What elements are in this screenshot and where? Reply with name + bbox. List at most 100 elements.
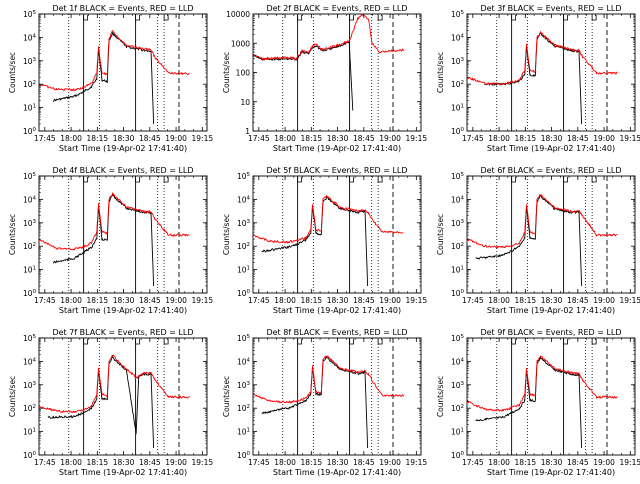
axes-frame — [252, 337, 422, 456]
x-tick-label: 18:00 — [274, 296, 296, 305]
y-tick-label: 101 — [237, 428, 250, 437]
tick-exponent: 3 — [461, 57, 465, 63]
y-tick-label: 1000 — [231, 39, 250, 48]
tick-exponent: 2 — [33, 80, 37, 86]
lld-series-line — [467, 31, 618, 86]
x-tick-label: 18:15 — [515, 458, 537, 467]
axes-frame — [38, 13, 208, 132]
x-tick-label: 17:45 — [462, 134, 484, 143]
y-tick-label: 102 — [451, 80, 464, 89]
panel-title: Det 5f BLACK = Events, RED = LLD — [266, 166, 407, 175]
x-tick-label: 18:45 — [353, 296, 375, 305]
marker-lines — [68, 176, 180, 293]
tick-exponent: 5 — [461, 334, 465, 340]
y-tick-label: 101 — [23, 428, 36, 437]
tick-base: 10 — [237, 404, 247, 413]
x-tick-label: 19:00 — [593, 134, 615, 143]
series-group — [467, 355, 618, 449]
tick-exponent: 0 — [461, 289, 465, 295]
x-tick-label: 18:15 — [301, 458, 323, 467]
marker-flag — [377, 15, 383, 21]
y-tick-label: 102 — [237, 242, 250, 251]
lld-series-line — [467, 355, 618, 412]
marker-lines — [282, 338, 394, 455]
marker-lines — [496, 14, 608, 131]
x-tick-label: 18:45 — [567, 458, 589, 467]
marker-lines — [496, 176, 608, 293]
lld-series-line — [253, 195, 404, 244]
x-tick-label: 18:00 — [60, 458, 82, 467]
tick-base: 10 — [237, 428, 247, 437]
panel-title: Det 4f BLACK = Events, RED = LLD — [52, 166, 193, 175]
x-tick-label: 17:45 — [248, 296, 270, 305]
tick-exponent: 1 — [33, 266, 37, 272]
tick-base: 10 — [237, 242, 247, 251]
tick-base: 10 — [451, 451, 461, 460]
x-tick-label: 18:30 — [113, 458, 135, 467]
series-group — [253, 195, 404, 287]
x-tick-label: 18:45 — [353, 458, 375, 467]
tick-base: 10 — [237, 289, 247, 298]
detector-panel: Det 2f BLACK = Events, RED = LLD 17:45 18:… — [222, 4, 427, 153]
y-tick-label: 104 — [451, 195, 465, 204]
y-axis-label: Counts/sec — [222, 214, 231, 255]
x-axis-label: Start Time (19-Apr-02 17:41:40) — [59, 306, 187, 315]
marker-flag — [591, 15, 597, 21]
x-tick-label: 18:15 — [515, 134, 537, 143]
x-tick-label: 19:00 — [165, 134, 187, 143]
x-tick-label: 17:45 — [462, 296, 484, 305]
tick-base: 10 — [23, 404, 33, 413]
marker-flag — [83, 15, 89, 21]
marker-flag — [377, 339, 383, 345]
tick-base: 10 — [451, 242, 461, 251]
x-tick-label: 18:45 — [567, 134, 589, 143]
x-tick-label: 19:00 — [165, 296, 187, 305]
tick-base: 10 — [237, 451, 247, 460]
detector-panel: Det 6f BLACK = Events, RED = LLD 17:45 18:… — [436, 166, 640, 315]
y-tick-label: 103 — [451, 57, 465, 66]
marker-flag — [563, 339, 568, 345]
y-tick-label: 101 — [451, 428, 464, 437]
tick-exponent: 2 — [461, 404, 465, 410]
tick-exponent: 3 — [33, 381, 37, 387]
marker-flag — [297, 339, 303, 345]
marker-flag — [511, 339, 517, 345]
x-tick-label: 18:00 — [60, 296, 82, 305]
y-tick-label: 103 — [451, 381, 465, 390]
x-tick-label: 18:30 — [541, 458, 563, 467]
tick-base: 10 — [23, 357, 33, 366]
tick-exponent: 4 — [247, 195, 251, 201]
events-series-line — [253, 40, 354, 111]
x-tick-label: 17:45 — [34, 296, 56, 305]
series-group — [39, 192, 190, 287]
y-tick-label: 104 — [237, 357, 251, 366]
marker-flag — [135, 339, 140, 345]
x-tick-label: 18:00 — [488, 458, 510, 467]
tick-exponent: 2 — [247, 404, 251, 410]
marker-flag — [511, 15, 517, 21]
events-series-line — [52, 32, 155, 125]
marker-flag — [163, 15, 169, 21]
x-axis-label: Start Time (19-Apr-02 17:41:40) — [273, 306, 401, 315]
tick-base: 10 — [237, 219, 247, 228]
marker-flag — [349, 15, 354, 21]
x-tick-label: 18:30 — [327, 458, 349, 467]
x-tick-label: 18:15 — [87, 458, 109, 467]
x-tick-label: 18:15 — [301, 296, 323, 305]
y-tick-label: 100 — [451, 451, 465, 460]
x-tick-label: 19:00 — [593, 296, 615, 305]
axes-frame — [38, 337, 208, 456]
tick-base: 10 — [237, 195, 247, 204]
tick-base: 10 — [237, 381, 247, 390]
marker-flag — [563, 177, 568, 183]
series-group — [253, 355, 404, 449]
y-tick-label: 10 — [240, 98, 250, 107]
tick-base: 10 — [23, 289, 33, 298]
tick-base: 10 — [23, 57, 33, 66]
y-tick-label: 100 — [237, 451, 251, 460]
x-tick-label: 18:00 — [274, 134, 296, 143]
tick-base: 10 — [237, 334, 247, 343]
tick-exponent: 2 — [461, 242, 465, 248]
tick-base: 10 — [23, 428, 33, 437]
series-group — [39, 354, 190, 449]
